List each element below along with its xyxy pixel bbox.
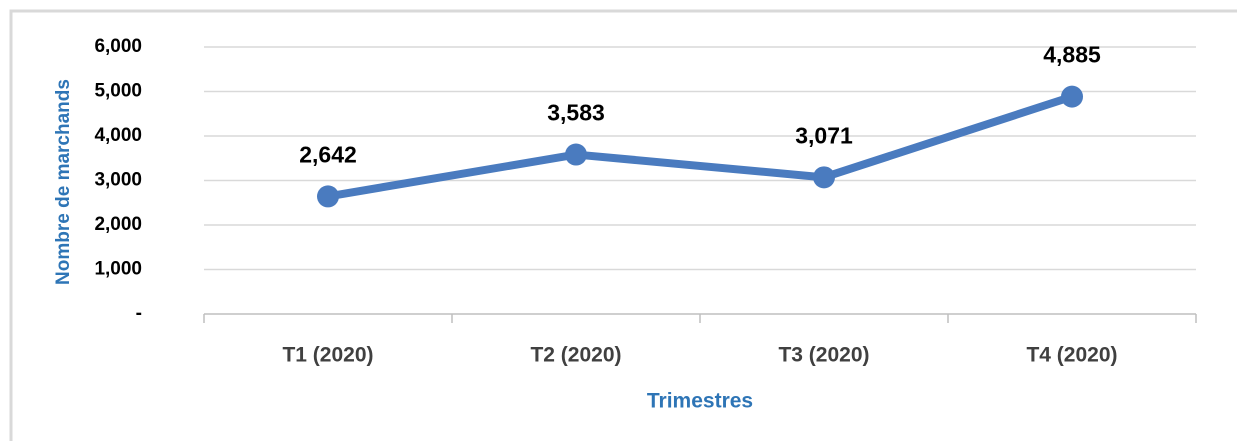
y-tick-label: 4,000 <box>94 125 142 146</box>
y-tick-label: 5,000 <box>94 81 142 102</box>
y-tick-label: - <box>136 303 142 324</box>
data-label: 2,642 <box>299 142 357 168</box>
chart-frame <box>9 9 1237 441</box>
marker <box>565 143 587 166</box>
x-tick-label: T4 (2020) <box>1026 344 1117 367</box>
y-tick-label: 6,000 <box>94 36 142 57</box>
x-tick-label: T1 (2020) <box>282 344 373 367</box>
y-axis-label: Nombre de marchands <box>53 79 74 285</box>
x-tick-label: T3 (2020) <box>778 344 869 367</box>
data-label: 4,885 <box>1043 42 1101 68</box>
data-label: 3,583 <box>547 100 605 126</box>
data-label: 3,071 <box>795 122 853 148</box>
x-axis-label: Trimestres <box>647 390 753 413</box>
y-tick-label: 1,000 <box>94 259 142 280</box>
marker <box>317 185 339 208</box>
y-tick-label: 2,000 <box>94 214 142 235</box>
x-tick-label: T2 (2020) <box>530 344 621 367</box>
line <box>327 92 1074 201</box>
marker <box>813 166 835 189</box>
y-tick-label: 3,000 <box>94 170 142 191</box>
marker <box>1061 85 1083 108</box>
